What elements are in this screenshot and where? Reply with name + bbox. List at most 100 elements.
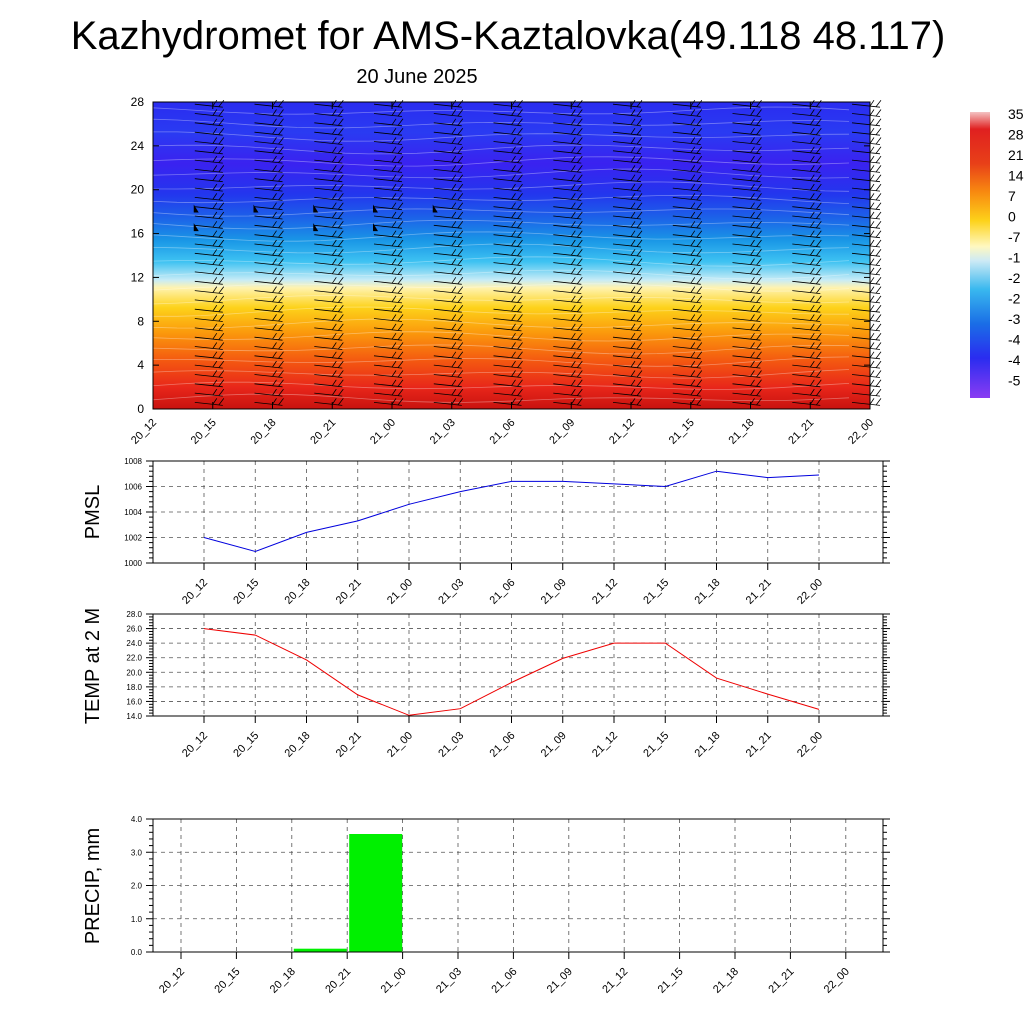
wind-pennant: [313, 223, 319, 232]
wind-barb: [254, 351, 284, 360]
colorbar: 35 28 21 14 7 0 -7 -1 -2 -2 -3 -4 -4 -5: [970, 106, 1024, 398]
wind-barb: [792, 165, 822, 173]
wind-barb: [732, 388, 762, 397]
wind-barb: [254, 221, 284, 229]
wind-barb: [851, 174, 882, 183]
wind-barb: [792, 323, 822, 332]
wind-barb: [851, 230, 882, 239]
wind-barb: [732, 99, 762, 108]
wind-barb: [553, 286, 583, 294]
wind-barb: [194, 370, 225, 378]
wind-barb: [314, 277, 344, 285]
wind-barb: [373, 99, 404, 108]
precip-bar: [349, 834, 403, 952]
wind-barb: [851, 258, 882, 266]
wind-barb: [373, 314, 404, 322]
wind-barb: [851, 211, 882, 220]
wind-barb: [254, 174, 284, 183]
page-subtitle: 20 June 2025: [356, 66, 478, 88]
contour-line: [152, 283, 850, 292]
wind-barb: [493, 155, 523, 164]
y-tick-label: 1006: [124, 483, 142, 492]
wind-barb: [553, 249, 583, 257]
wind-barb: [851, 118, 882, 127]
wind-barb: [732, 183, 762, 192]
wind-barb: [314, 109, 344, 117]
x-tick-label: 21_09: [545, 966, 575, 996]
x-tick-label: 21_06: [488, 577, 518, 607]
wind-barb: [373, 249, 404, 257]
wind-barb: [851, 351, 882, 360]
wind-barb: [792, 342, 822, 350]
colorbar-label: -2: [1008, 270, 1021, 286]
wind-pennant: [193, 204, 199, 213]
wind-barb: [314, 286, 344, 294]
wind-barb: [732, 249, 762, 257]
x-tick-label: 21_00: [368, 417, 398, 447]
wind-barb: [612, 221, 643, 229]
plot-frame: [152, 818, 884, 953]
wind-barb: [851, 239, 882, 248]
contour-line: [152, 131, 850, 142]
wind-barb: [553, 99, 583, 108]
plot-frame: [152, 613, 884, 717]
wind-barb: [493, 258, 523, 266]
contour-line: [152, 168, 850, 179]
wind-barb: [732, 202, 762, 211]
wind-barb: [553, 239, 583, 248]
wind-barb: [612, 388, 643, 397]
wind-barb: [792, 277, 822, 285]
wind-barb: [553, 155, 583, 164]
wind-barb: [373, 360, 404, 369]
x-tick-label: 21_09: [539, 577, 569, 607]
contour-line: [152, 194, 850, 204]
wind-barb: [493, 211, 523, 220]
wind-barb: [851, 286, 882, 294]
x-tick-label: 21_15: [656, 966, 686, 996]
x-tick-label: 21_18: [727, 417, 757, 447]
wind-barb: [612, 342, 643, 350]
wind-barb: [493, 230, 523, 239]
wind-barb: [732, 379, 762, 388]
wind-barb: [851, 379, 882, 388]
wind-barb: [194, 118, 225, 127]
wind-barb: [433, 295, 464, 304]
temp-series-line: [203, 628, 820, 716]
contour-lines: [152, 106, 850, 403]
wind-barb: [612, 146, 643, 155]
y-tick-label: 1.0: [131, 915, 143, 924]
wind-barb: [254, 109, 284, 117]
wind-barb: [433, 370, 464, 378]
wind-barb: [194, 258, 225, 266]
x-tick-label: 21_21: [744, 730, 774, 760]
wind-barb: [254, 230, 284, 239]
precip-bars: [293, 834, 403, 952]
wind-barb: [314, 239, 344, 248]
x-tick-label: 20_12: [129, 417, 159, 447]
wind-barb: [553, 314, 583, 322]
wind-barb: [553, 267, 583, 276]
wind-barb: [314, 342, 344, 350]
wind-barb: [732, 314, 762, 322]
wind-barb: [612, 193, 643, 201]
wind-barb: [792, 286, 822, 294]
wind-barb: [194, 360, 225, 369]
wind-barb: [373, 127, 404, 136]
wind-barb: [493, 174, 523, 183]
y-axis-label: PRECIP, mm: [82, 828, 104, 944]
x-axis: 20_12 20_15 20_18 20_21 21_00 21_03 21_06 21_09…: [180, 563, 825, 607]
wind-barb: [672, 304, 703, 313]
wind-barb: [553, 342, 583, 350]
wind-barb: [732, 398, 762, 406]
y-axis: 0.0 1.0 2.0 3.0 4.0: [131, 815, 890, 957]
contour-line: [152, 393, 850, 403]
x-tick-label: 20_18: [283, 730, 313, 760]
colorbar-label: -4: [1008, 332, 1021, 348]
contour-line: [152, 118, 850, 129]
colorbar-label: 14: [1008, 168, 1024, 184]
wind-barb: [254, 314, 284, 322]
x-tick-label: 21_21: [766, 966, 796, 996]
contour-line: [152, 106, 850, 115]
wind-barb: [433, 342, 464, 350]
wind-barb: [672, 221, 703, 229]
